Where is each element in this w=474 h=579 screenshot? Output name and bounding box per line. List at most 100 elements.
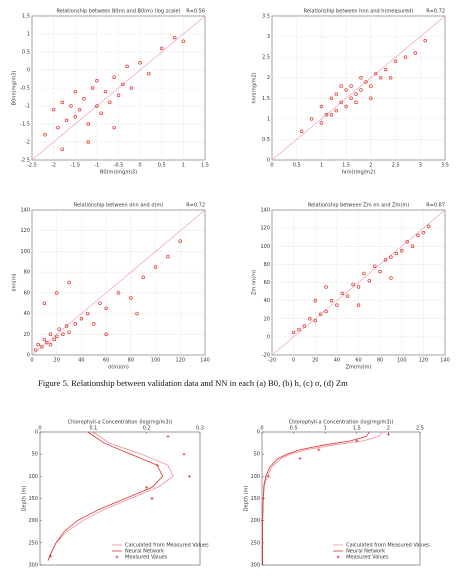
- x-tick-label: 20: [54, 358, 60, 364]
- x-tick-label: -2: [51, 163, 56, 169]
- scatter-point: [410, 244, 415, 249]
- y-tick-label: 60: [264, 280, 270, 286]
- measured-point: [155, 463, 159, 467]
- x-axis-label: B0(m)(mg/m3): [100, 170, 137, 176]
- figure-caption: Figure 5. Relationship between validatio…: [38, 378, 348, 388]
- y-tick-label: 100: [250, 474, 260, 480]
- x-tick-label: 60: [355, 358, 361, 364]
- x-tick-label: 3.5: [441, 163, 449, 169]
- scatter-point: [52, 337, 56, 342]
- x-tick-label: 40: [78, 358, 84, 364]
- scatter-point: [36, 342, 40, 347]
- y-tick-label: 140: [260, 208, 270, 214]
- scatter-point: [324, 309, 328, 314]
- y-tick-label: 1.5: [262, 96, 270, 102]
- y-tick-label: 0: [35, 430, 38, 436]
- x-tick-label: 2: [387, 426, 390, 432]
- scatter-point: [299, 129, 304, 133]
- measured-point: [187, 474, 191, 478]
- chart-title: Relationship between B0nn and B0(m) (log…: [57, 9, 181, 15]
- y-axis-label: Depth (m): [22, 486, 28, 512]
- y-tick-label: 300: [28, 563, 38, 569]
- legend-label: Neural Network: [125, 549, 164, 555]
- scatter-point: [374, 71, 378, 76]
- identity-line: [31, 15, 206, 161]
- y-tick-label: 50: [32, 452, 38, 458]
- scatter-point: [378, 269, 382, 274]
- x-tick-label: 120: [419, 358, 429, 364]
- scatter-point: [313, 298, 318, 303]
- y-tick-label: 0: [27, 353, 30, 359]
- scatter-point: [64, 118, 69, 123]
- scatter-point: [334, 108, 339, 113]
- scatter-point: [359, 75, 363, 80]
- scatter-point: [372, 264, 377, 268]
- scatter-point: [40, 344, 44, 349]
- annotation: R=0.72: [186, 203, 205, 209]
- chart-title: Relationship between hnn and h(measured): [304, 9, 414, 15]
- y-tick-label: 1: [267, 116, 270, 122]
- y-tick-label: 20: [24, 332, 30, 338]
- scatter-point: [147, 71, 151, 76]
- scatter-point: [318, 312, 323, 316]
- y-tick-label: 250: [250, 540, 260, 546]
- scatter-point: [141, 275, 145, 280]
- scatter-point: [138, 61, 142, 65]
- x-tick-label: 1.5: [353, 426, 361, 432]
- identity-line: [271, 15, 446, 161]
- scatter-point: [82, 97, 86, 101]
- scatter-point: [349, 84, 353, 88]
- y-tick-label: 150: [28, 496, 38, 502]
- y-tick-label: 60: [24, 290, 30, 296]
- x-tick-label: 1.5: [342, 163, 350, 169]
- scatter-point: [329, 112, 334, 117]
- scatter-point: [393, 59, 398, 64]
- scatter-point: [48, 342, 53, 347]
- scatter-point: [178, 239, 183, 243]
- profile-line: [47, 431, 174, 561]
- y-tick-label: 0: [267, 334, 270, 340]
- scatter-point: [334, 92, 339, 96]
- y-tick-label: 250: [28, 540, 38, 546]
- scatter-point: [112, 125, 116, 130]
- y-tick-label: 200: [250, 518, 260, 524]
- measured-point: [145, 485, 149, 489]
- scatter-point: [79, 317, 84, 321]
- scatter-point: [48, 332, 53, 337]
- x-tick-label: 100: [397, 358, 407, 364]
- scatter-point: [104, 332, 108, 337]
- scatter-point: [378, 75, 383, 80]
- annotation: R=0.72: [426, 9, 445, 15]
- identity-line: [271, 209, 446, 356]
- x-tick-label: -1: [94, 163, 99, 169]
- annotation: R=0.87: [426, 203, 445, 209]
- scatter-point: [345, 294, 350, 298]
- y-axis-label: hnn(mg/m2): [252, 72, 258, 103]
- scatter-point: [339, 84, 343, 88]
- scatter-point: [416, 233, 420, 238]
- scatter-point: [86, 140, 90, 144]
- x-tick-label: 0: [139, 163, 142, 169]
- profile-line: [262, 431, 370, 565]
- scatter-point: [362, 271, 366, 276]
- x-tick-label: 0: [30, 358, 33, 364]
- x-tick-label: -2.5: [27, 163, 37, 169]
- scatter-point: [354, 92, 358, 96]
- x-tick-label: 40: [334, 358, 340, 364]
- legend-swatch: [336, 555, 340, 559]
- scatter-point: [116, 291, 121, 295]
- x-tick-label: -20: [268, 358, 276, 364]
- y-tick-label: 300: [250, 563, 260, 569]
- x-axis-label: h(m)(mg/m2): [342, 170, 376, 176]
- y-tick-label: 3: [267, 34, 270, 40]
- scatter-point: [354, 100, 358, 105]
- scatter-point: [61, 332, 65, 337]
- y-tick-label: 100: [20, 249, 30, 255]
- scatter-point: [86, 122, 90, 126]
- y-tick-label: 1: [27, 32, 30, 38]
- scatter-point: [369, 96, 373, 101]
- y-tick-label: -20: [262, 353, 270, 359]
- x-tick-label: 0.5: [293, 163, 301, 169]
- scatter-point: [319, 121, 324, 125]
- legend-label: Neural Network: [346, 549, 385, 555]
